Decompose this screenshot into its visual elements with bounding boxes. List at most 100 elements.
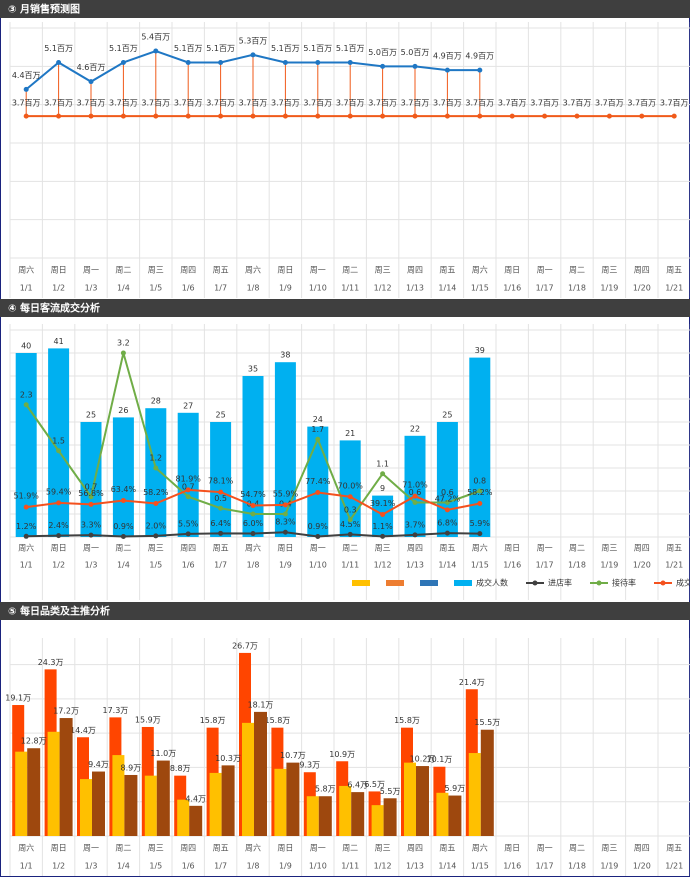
x-weekday-label: 周五 bbox=[666, 844, 682, 853]
point bbox=[412, 113, 418, 119]
data-label: 6.8% bbox=[437, 519, 458, 528]
data-label: 5.1百万 bbox=[303, 44, 332, 53]
x-tick-label: 1/9 bbox=[279, 862, 292, 871]
legend-label: 进店率 bbox=[548, 578, 572, 588]
panel-header bbox=[0, 0, 690, 18]
point bbox=[88, 501, 94, 507]
x-tick-label: 1/9 bbox=[279, 284, 292, 293]
x-weekday-label: 周四 bbox=[634, 266, 650, 275]
x-tick-label: 1/18 bbox=[568, 284, 586, 293]
x-tick-label: 1/5 bbox=[149, 561, 162, 570]
data-label: 71.0% bbox=[402, 481, 428, 490]
x-tick-label: 1/5 bbox=[149, 284, 162, 293]
point bbox=[218, 530, 224, 536]
data-label: 0.9% bbox=[113, 522, 134, 531]
data-label: 3.7百万 bbox=[530, 99, 559, 108]
data-label: 1.2 bbox=[149, 454, 162, 463]
bar bbox=[177, 799, 190, 836]
point bbox=[477, 501, 483, 507]
x-tick-label: 1/15 bbox=[471, 284, 489, 293]
x-weekday-label: 周三 bbox=[601, 844, 617, 853]
data-label: 3.7百万 bbox=[465, 99, 494, 108]
x-weekday-label: 周三 bbox=[148, 544, 164, 553]
bar bbox=[404, 435, 426, 537]
point bbox=[56, 113, 62, 119]
point bbox=[218, 505, 224, 511]
data-label: 63.4% bbox=[111, 485, 137, 494]
panel-title: ③ 月销售预测图 bbox=[8, 3, 80, 16]
data-label: 41 bbox=[54, 337, 64, 346]
point bbox=[347, 517, 353, 523]
x-tick-label: 1/8 bbox=[247, 862, 260, 871]
bar bbox=[177, 412, 199, 537]
data-label: 8.3% bbox=[275, 518, 296, 527]
x-weekday-label: 周一 bbox=[537, 266, 553, 275]
x-weekday-label: 周一 bbox=[537, 844, 553, 853]
x-tick-label: 1/12 bbox=[374, 862, 392, 871]
point bbox=[282, 502, 288, 508]
panel-title: ④ 每日客流成交分析 bbox=[8, 302, 100, 315]
point bbox=[315, 60, 321, 65]
data-label: 4.6百万 bbox=[77, 63, 106, 72]
data-label: 4.9百万 bbox=[465, 52, 494, 61]
data-label: 35 bbox=[248, 365, 258, 374]
data-label: 9 bbox=[380, 484, 385, 493]
point bbox=[56, 60, 62, 65]
point bbox=[380, 533, 386, 539]
x-tick-label: 1/18 bbox=[568, 561, 586, 570]
bar bbox=[242, 376, 264, 537]
x-tick-label: 1/3 bbox=[85, 862, 98, 871]
x-tick-label: 1/8 bbox=[247, 284, 260, 293]
data-label: 3.7百万 bbox=[44, 99, 73, 108]
x-weekday-label: 周三 bbox=[148, 844, 164, 853]
point bbox=[23, 504, 29, 510]
data-label: 1.2% bbox=[16, 522, 37, 531]
data-label: 38 bbox=[280, 351, 290, 360]
x-tick-label: 1/3 bbox=[85, 284, 98, 293]
x-tick-label: 1/7 bbox=[214, 284, 227, 293]
data-label: 5.1百万 bbox=[206, 44, 235, 53]
data-label: 59.4% bbox=[46, 487, 72, 496]
data-label: 22 bbox=[410, 424, 420, 433]
x-weekday-label: 周日 bbox=[51, 266, 67, 275]
x-tick-label: 1/17 bbox=[536, 561, 554, 570]
data-label: 3.7百万 bbox=[239, 99, 268, 108]
data-label: 3.7百万 bbox=[627, 99, 656, 108]
x-tick-label: 1/16 bbox=[503, 284, 521, 293]
point bbox=[56, 500, 62, 506]
point bbox=[218, 60, 224, 65]
panel-header bbox=[0, 602, 690, 620]
bar bbox=[15, 353, 37, 537]
point bbox=[185, 494, 191, 500]
bar bbox=[383, 798, 397, 836]
point bbox=[380, 113, 386, 119]
point bbox=[315, 489, 321, 495]
point bbox=[250, 503, 256, 509]
panel-title: ⑤ 每日品类及主推分析 bbox=[8, 605, 110, 618]
point bbox=[218, 489, 224, 495]
data-label: 55.9% bbox=[273, 489, 299, 498]
bar bbox=[144, 775, 157, 836]
data-label: 3.7百万 bbox=[77, 99, 106, 108]
data-label: 24.3万 bbox=[38, 658, 64, 667]
data-label: 5.1百万 bbox=[44, 44, 73, 53]
data-label: 5.4百万 bbox=[141, 33, 170, 42]
point bbox=[444, 530, 450, 536]
point bbox=[23, 86, 29, 92]
data-label: 8.8万 bbox=[170, 764, 191, 773]
x-weekday-label: 周六 bbox=[245, 543, 261, 553]
x-tick-label: 1/6 bbox=[182, 862, 195, 871]
x-tick-label: 1/20 bbox=[633, 561, 651, 570]
point bbox=[444, 67, 450, 73]
data-label: 3.7百万 bbox=[271, 99, 300, 108]
x-weekday-label: 周六 bbox=[18, 265, 34, 275]
x-tick-label: 1/2 bbox=[52, 284, 65, 293]
bar bbox=[318, 796, 332, 836]
point bbox=[412, 500, 418, 505]
bar bbox=[416, 766, 429, 836]
bar bbox=[48, 348, 70, 537]
panel-header bbox=[0, 299, 690, 317]
bar bbox=[221, 765, 235, 836]
bar bbox=[436, 792, 449, 836]
point bbox=[88, 113, 94, 119]
